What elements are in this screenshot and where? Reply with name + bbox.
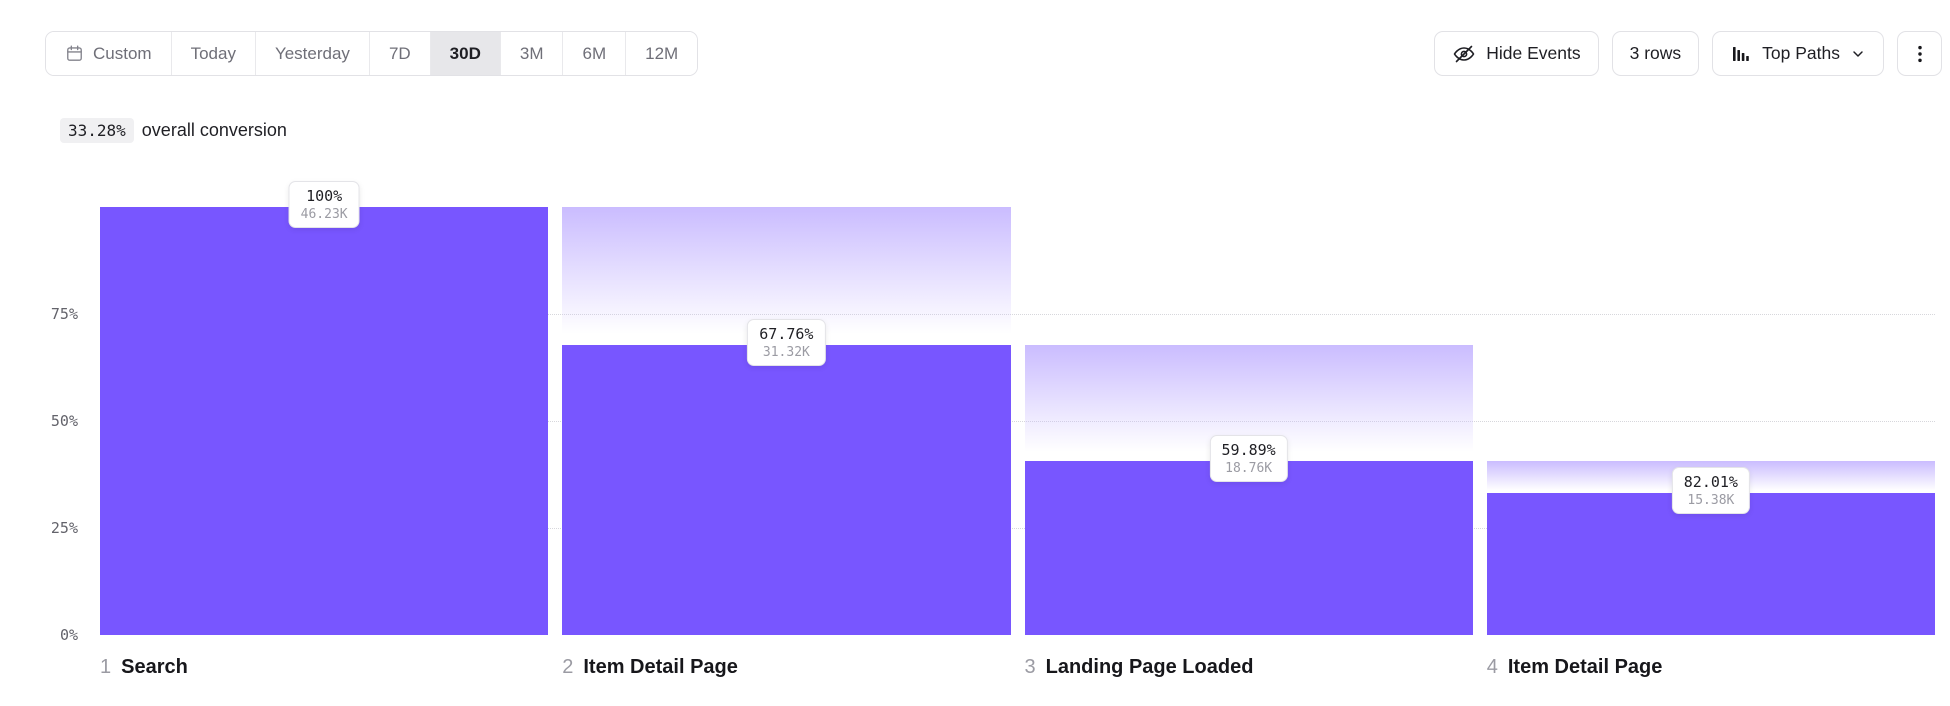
- date-range-yesterday[interactable]: Yesterday: [254, 32, 369, 75]
- funnel-step-column: 59.89% 18.76K: [1024, 207, 1473, 635]
- toolbar: Custom Today Yesterday 7D 30D 3M 6M 12M Hide Ev…: [45, 31, 1942, 76]
- funnel-bar[interactable]: [562, 345, 1011, 635]
- more-menu-button[interactable]: [1897, 31, 1942, 76]
- conversion-badge: 100% 46.23K: [288, 181, 360, 228]
- conversion-badge: 59.89% 18.76K: [1209, 435, 1288, 483]
- date-range-custom[interactable]: Custom: [46, 32, 171, 75]
- step-labels-row: 1 Search 2 Item Detail Page 3 Landing Page Lo…: [100, 656, 1935, 679]
- step-name: Item Detail Page: [583, 656, 738, 678]
- date-range-label: 6M: [582, 43, 607, 63]
- funnel-step-column: 67.76% 31.32K: [562, 207, 1011, 635]
- date-range-today[interactable]: Today: [170, 32, 255, 75]
- step-number: 3: [1024, 656, 1036, 678]
- date-range-label: 3M: [519, 43, 544, 63]
- date-range-3m[interactable]: 3M: [499, 32, 563, 75]
- date-range-label: Yesterday: [274, 43, 350, 63]
- badge-percentage: 100%: [306, 187, 343, 205]
- badge-percentage: 67.76%: [759, 324, 814, 343]
- eye-off-icon: [1452, 42, 1476, 66]
- step-number: 2: [562, 656, 574, 678]
- funnel-step-column: 82.01% 15.38K: [1486, 207, 1935, 635]
- step-label[interactable]: 2 Item Detail Page: [562, 656, 1010, 679]
- step-name: Item Detail Page: [1507, 656, 1663, 678]
- hide-events-button[interactable]: Hide Events: [1434, 31, 1599, 76]
- funnel-bar[interactable]: [100, 207, 549, 635]
- badge-count: 46.23K: [300, 207, 348, 222]
- badge-percentage: 59.89%: [1221, 441, 1276, 460]
- y-axis-tick: 0%: [59, 626, 78, 644]
- date-range-label: Custom: [93, 43, 152, 63]
- date-range-label: Today: [190, 43, 236, 63]
- step-label[interactable]: 4 Item Detail Page: [1487, 656, 1935, 679]
- date-range-6m[interactable]: 6M: [562, 32, 626, 75]
- step-number: 1: [100, 656, 112, 678]
- overall-conversion-value: 33.28%: [60, 118, 134, 143]
- chevron-down-icon: [1850, 46, 1866, 62]
- toolbar-right-cluster: Hide Events 3 rows Top Paths: [1434, 31, 1942, 76]
- y-axis-tick: 50%: [50, 412, 78, 430]
- date-range-group: Custom Today Yesterday 7D 30D 3M 6M 12M: [45, 31, 699, 76]
- step-name: Landing Page Loaded: [1045, 656, 1254, 678]
- kebab-menu-icon: [1909, 43, 1931, 65]
- y-axis-tick: 25%: [50, 519, 78, 537]
- calendar-icon: [65, 44, 84, 63]
- overall-conversion-text: overall conversion: [141, 120, 287, 140]
- step-name: Search: [121, 656, 188, 678]
- date-range-7d[interactable]: 7D: [368, 32, 430, 75]
- top-paths-label: Top Paths: [1762, 43, 1840, 63]
- conversion-badge: 82.01% 15.38K: [1671, 466, 1750, 514]
- funnel-step-column: 100% 46.23K: [100, 181, 549, 635]
- badge-count: 31.32K: [762, 344, 810, 360]
- top-paths-button[interactable]: Top Paths: [1712, 31, 1884, 76]
- badge-percentage: 82.01%: [1683, 472, 1738, 491]
- funnel-bar[interactable]: [1024, 461, 1473, 635]
- y-axis-tick: 75%: [50, 305, 78, 323]
- date-range-30d[interactable]: 30D: [429, 32, 500, 75]
- gridline: [100, 421, 1935, 422]
- badge-count: 15.38K: [1687, 492, 1735, 508]
- badge-count: 18.76K: [1225, 461, 1273, 477]
- step-label[interactable]: 3 Landing Page Loaded: [1025, 656, 1473, 679]
- hide-events-label: Hide Events: [1486, 43, 1581, 63]
- overall-conversion-summary: 33.28% overall conversion: [60, 118, 287, 143]
- date-range-label: 30D: [449, 43, 481, 63]
- rows-button[interactable]: 3 rows: [1611, 31, 1700, 76]
- date-range-label: 12M: [645, 43, 679, 63]
- step-number: 4: [1486, 656, 1498, 678]
- funnel-columns: 100% 46.23K 67.76% 31.32K 59.89% 18.76K 82.01%…: [100, 181, 1935, 635]
- funnel-plot: 100% 46.23K 67.76% 31.32K 59.89% 18.76K 82.01%…: [100, 181, 1935, 635]
- date-range-12m[interactable]: 12M: [625, 32, 698, 75]
- gridline: [100, 314, 1935, 315]
- rows-label: 3 rows: [1629, 43, 1682, 63]
- funnel-bar[interactable]: [1486, 492, 1935, 635]
- step-label[interactable]: 1 Search: [100, 656, 548, 679]
- bar-chart-icon: [1730, 43, 1752, 65]
- date-range-label: 7D: [388, 43, 411, 63]
- conversion-badge: 67.76% 31.32K: [747, 318, 826, 366]
- gridline: [100, 528, 1935, 529]
- y-axis: 75% 50% 25% 0%: [18, 207, 78, 644]
